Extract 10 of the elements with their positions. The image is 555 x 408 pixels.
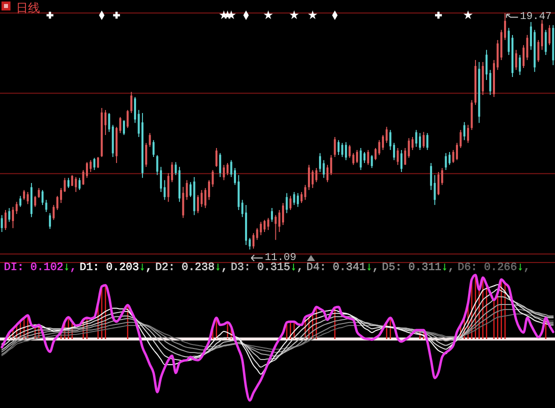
text: D6: 0.266↓,	[458, 262, 530, 274]
annotation: 19.47	[520, 11, 552, 24]
text: D5: 0.311↓,	[382, 262, 455, 274]
chart-title: 日线	[16, 1, 40, 15]
text: DI: 0.102↓,	[4, 262, 77, 274]
annotation: 11.09	[264, 252, 296, 264]
text: D3: 0.315↓,	[230, 262, 304, 274]
text: D4: 0.341↓,	[306, 262, 380, 274]
text: D1: 0.203↓,	[80, 262, 152, 274]
text: D2: 0.238↓,	[155, 262, 228, 274]
